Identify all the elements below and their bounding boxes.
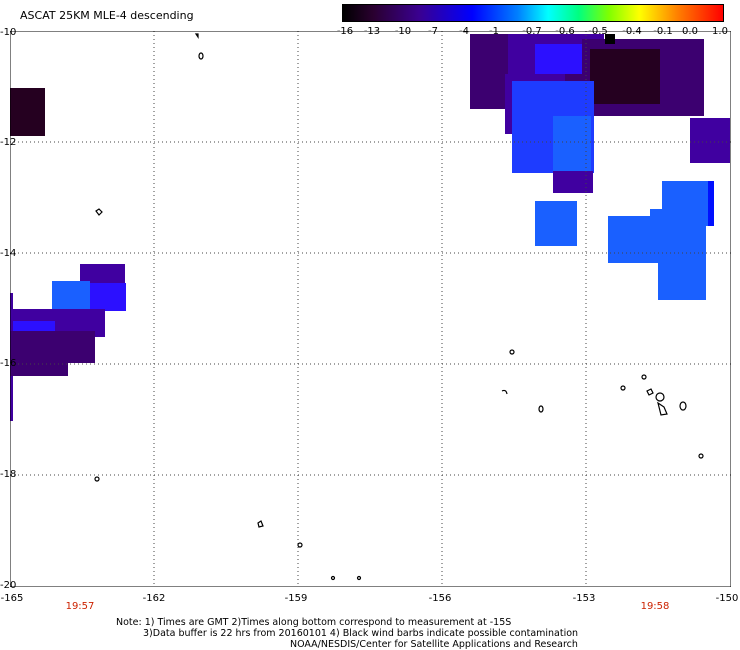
- lon-label: -162: [142, 593, 166, 604]
- note-line-3: NOAA/NESDIS/Center for Satellite Applica…: [290, 639, 578, 650]
- island-outlines: [94, 33, 704, 581]
- lat-label: -20: [0, 580, 17, 591]
- lat-label: -14: [0, 248, 17, 259]
- note-line-2: 3)Data buffer is 22 hrs from 20160101 4)…: [143, 628, 579, 639]
- lon-label: -159: [284, 593, 308, 604]
- map-title: ASCAT 25KM MLE-4 descending: [20, 9, 194, 22]
- wind-cell: [10, 356, 68, 376]
- lat-label: -18: [0, 469, 17, 480]
- wind-cell: [605, 34, 615, 44]
- wind-cell: [708, 181, 714, 226]
- wind-cell: [535, 44, 591, 74]
- lat-label: -16: [0, 358, 17, 369]
- wind-cell: [535, 201, 577, 246]
- lat-label: -12: [0, 137, 17, 148]
- lon-label: -150: [715, 593, 739, 604]
- note-line-1: Note: 1) Times are GMT 2)Times along bot…: [116, 617, 512, 628]
- graticule: [10, 31, 731, 587]
- wind-cell: [553, 116, 591, 171]
- wind-cell: [553, 171, 593, 193]
- wind-cell: [590, 49, 660, 104]
- time-right: 19:58: [640, 601, 670, 612]
- lon-label: -165: [0, 593, 24, 604]
- wind-cell: [90, 283, 126, 311]
- wind-cells: [10, 34, 730, 421]
- time-left: 19:57: [65, 601, 95, 612]
- lon-label: -153: [572, 593, 596, 604]
- lon-label: -156: [428, 593, 452, 604]
- lat-label: -10: [0, 27, 17, 38]
- wind-cell: [658, 236, 706, 300]
- wind-cell: [10, 88, 45, 136]
- wind-map: [10, 31, 731, 587]
- wind-cell: [690, 118, 730, 163]
- colorbar: [342, 4, 724, 22]
